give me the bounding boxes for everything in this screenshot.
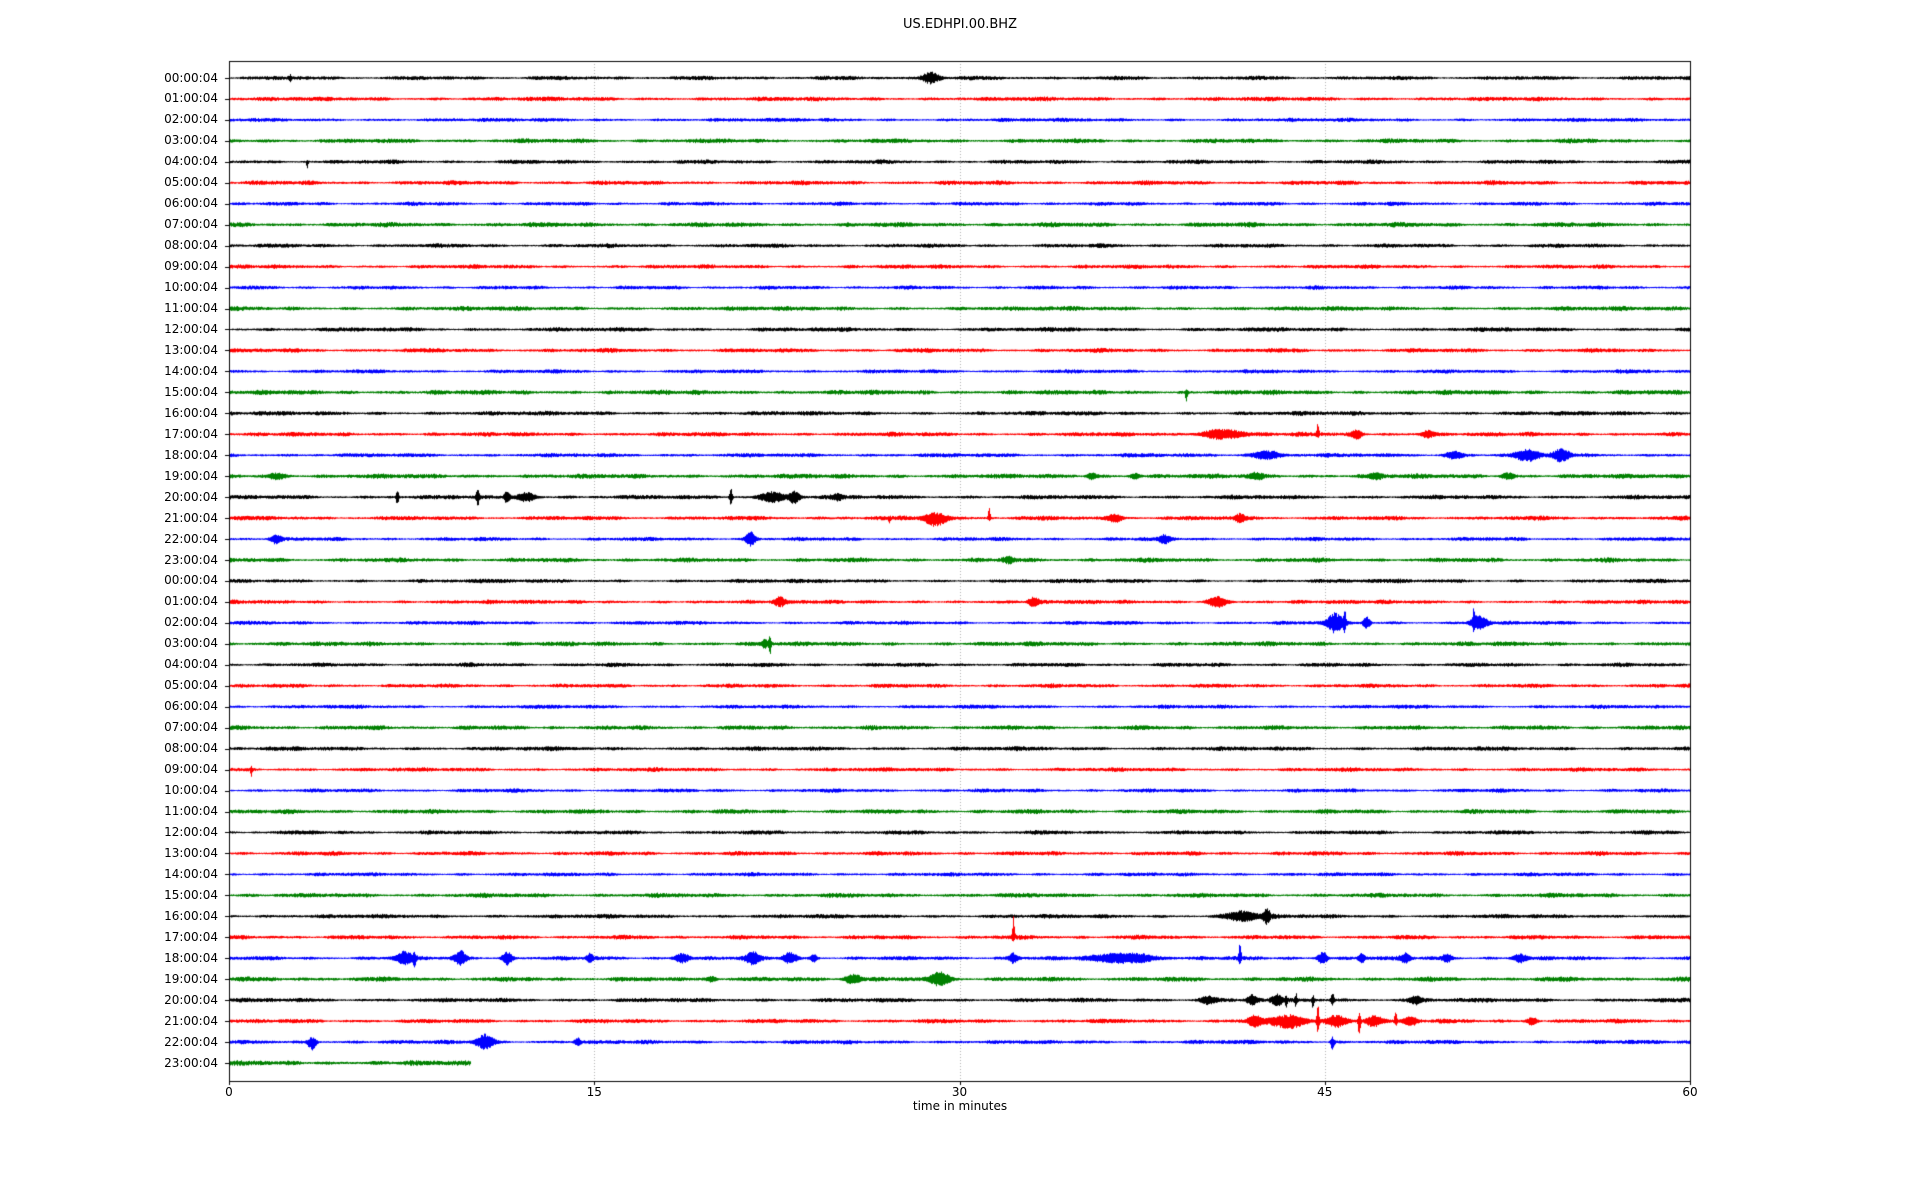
trace-time-label: 22:00:04 [164,531,218,546]
trace-time-label: 21:00:04 [164,1013,218,1028]
trace-time-label: 09:00:04 [164,762,218,777]
x-tick-label: 15 [586,1085,602,1099]
trace-time-label: 03:00:04 [164,133,218,148]
x-tick-label: 0 [225,1085,233,1099]
trace-time-label: 01:00:04 [164,91,218,106]
trace-time-label: 10:00:04 [164,783,218,798]
trace-time-label: 15:00:04 [164,887,218,902]
chart-title: US.EDHPI.00.BHZ [903,17,1017,32]
trace-time-label: 13:00:04 [164,845,218,860]
trace-time-label: 14:00:04 [164,866,218,881]
trace-time-label: 02:00:04 [164,615,218,630]
trace-time-label: 22:00:04 [164,1034,218,1049]
trace-time-label: 10:00:04 [164,280,218,295]
trace-time-label: 13:00:04 [164,342,218,357]
trace-time-label: 02:00:04 [164,112,218,127]
trace-time-label: 11:00:04 [164,804,218,818]
trace-time-label: 12:00:04 [164,824,218,839]
trace-time-label: 00:00:04 [164,70,218,85]
trace-time-label: 08:00:04 [164,741,218,756]
trace-time-label: 15:00:04 [164,384,218,399]
trace-time-label: 18:00:04 [164,447,218,462]
trace-time-label: 21:00:04 [164,510,218,525]
trace-time-label: 20:00:04 [164,489,218,504]
trace-time-label: 20:00:04 [164,992,218,1007]
x-axis-label: time in minutes [912,1099,1008,1113]
x-tick-label: 60 [1682,1085,1698,1099]
x-tick-label: 45 [1317,1085,1333,1099]
trace-time-label: 04:00:04 [164,154,218,169]
trace-time-label: 06:00:04 [164,196,218,211]
trace-time-label: 05:00:04 [164,175,218,190]
trace-time-label: 19:00:04 [164,971,218,986]
trace-time-label: 16:00:04 [164,908,218,923]
trace-time-label: 17:00:04 [164,426,218,441]
trace-time-label: 14:00:04 [164,363,218,378]
trace-time-label: 04:00:04 [164,657,218,672]
trace-time-label: 05:00:04 [164,678,218,693]
trace-time-label: 19:00:04 [164,468,218,483]
trace-time-label: 07:00:04 [164,217,218,232]
trace-time-label: 08:00:04 [164,238,218,253]
trace-time-label: 12:00:04 [164,321,218,336]
trace-time-label: 23:00:04 [164,1055,218,1070]
trace-time-label: 16:00:04 [164,405,218,420]
trace-time-label: 09:00:04 [164,259,218,274]
trace-time-label: 23:00:04 [164,552,218,567]
x-tick-label: 30 [951,1085,968,1099]
trace-time-label: 17:00:04 [164,929,218,944]
trace-time-label: 06:00:04 [164,699,218,714]
trace-time-label: 03:00:04 [164,636,218,651]
trace-time-label: 07:00:04 [164,720,218,735]
trace-time-label: 18:00:04 [164,950,218,965]
trace-time-label: 00:00:04 [164,573,218,588]
trace-time-label: 01:00:04 [164,594,218,609]
trace-time-label: 11:00:04 [164,301,218,316]
